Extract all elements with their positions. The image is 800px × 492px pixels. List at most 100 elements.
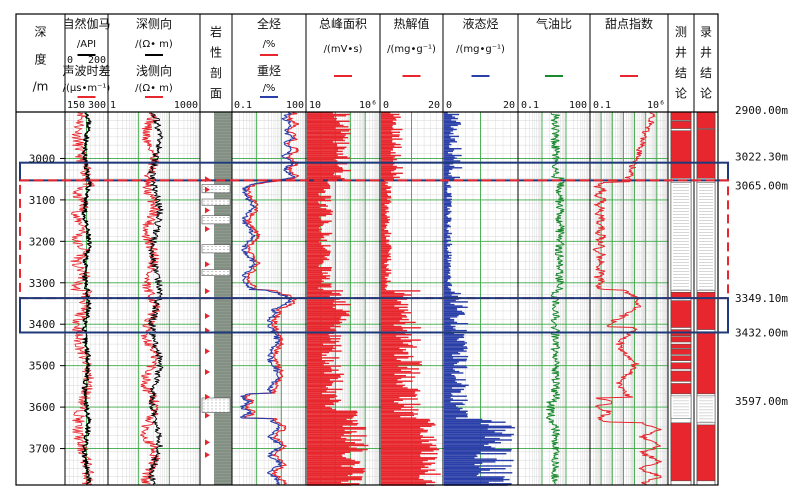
depth-tick-label: 3100 <box>29 194 56 207</box>
bar-total-peak-area <box>307 148 345 150</box>
bar-total-peak-area <box>307 174 334 176</box>
bar-total-peak-area <box>307 198 326 200</box>
bar-pyrolysis <box>381 206 389 209</box>
bar-liquid-hydrocarbon <box>444 365 467 367</box>
bar-total-peak-area <box>307 424 357 426</box>
bar-liquid-hydrocarbon <box>444 305 463 307</box>
bar-pyrolysis <box>381 238 386 240</box>
bar-liquid-hydrocarbon <box>444 414 468 417</box>
bar-total-peak-area <box>307 122 340 124</box>
bar-liquid-hydrocarbon <box>444 138 455 140</box>
bar-total-peak-area <box>307 126 349 128</box>
bar-pyrolysis <box>381 254 390 257</box>
bar-pyrolysis <box>381 365 399 367</box>
bar-liquid-hydrocarbon <box>444 273 449 276</box>
bar-total-peak-area <box>307 271 322 273</box>
bar-total-peak-area <box>307 245 331 247</box>
bar-total-peak-area <box>307 418 347 421</box>
bar-pyrolysis <box>381 390 421 392</box>
bar-total-peak-area <box>307 256 325 258</box>
bar-total-peak-area <box>307 320 340 322</box>
bar-pyrolysis <box>381 150 391 153</box>
bar-liquid-hydrocarbon <box>444 443 489 445</box>
bar-liquid-hydrocarbon <box>444 451 481 453</box>
bar-total-peak-area <box>307 238 321 240</box>
bar-pyrolysis <box>381 381 403 384</box>
bar-pyrolysis <box>381 171 392 173</box>
bar-pyrolysis <box>381 267 387 269</box>
bar-liquid-hydrocarbon <box>444 446 492 448</box>
bar-liquid-hydrocarbon <box>444 385 466 388</box>
depth-tick-label: 3000 <box>29 152 56 165</box>
bar-pyrolysis <box>381 271 386 273</box>
bar-total-peak-area <box>307 398 330 400</box>
bar-liquid-hydrocarbon <box>444 220 451 222</box>
bar-pyrolysis <box>381 209 386 211</box>
bar-pyrolysis <box>381 199 391 202</box>
bar-total-peak-area <box>307 360 334 362</box>
bar-total-peak-area <box>307 394 336 396</box>
bar-pyrolysis <box>381 268 389 270</box>
bar-pyrolysis <box>381 360 401 362</box>
bar-pyrolysis <box>381 157 394 159</box>
bar-total-peak-area <box>307 212 331 214</box>
bar-pyrolysis <box>381 461 423 463</box>
bar-pyrolysis <box>381 375 406 377</box>
gr-max-2: 300 <box>88 100 106 111</box>
bar-liquid-hydrocarbon <box>444 428 488 430</box>
bar-liquid-hydrocarbon <box>444 112 448 114</box>
bar-total-peak-area <box>307 305 336 307</box>
bar-pyrolysis <box>381 339 421 341</box>
bar-total-peak-area <box>307 276 327 278</box>
bar-total-peak-area <box>307 280 324 282</box>
bar-liquid-hydrocarbon <box>444 116 456 118</box>
bar-liquid-hydrocarbon <box>444 336 465 339</box>
bar-liquid-hydrocarbon <box>444 318 455 321</box>
bar-pyrolysis <box>381 221 390 224</box>
bar-liquid-hydrocarbon <box>444 152 448 154</box>
bar-pyrolysis <box>381 115 394 117</box>
bar-liquid-hydrocarbon <box>444 349 464 351</box>
conclusion-oil-layer <box>670 343 692 349</box>
bar-liquid-hydrocarbon <box>444 314 459 317</box>
bar-total-peak-area <box>307 425 343 427</box>
bar-liquid-hydrocarbon <box>444 143 452 146</box>
bar-liquid-hydrocarbon <box>444 172 451 174</box>
gor-max: 100 <box>569 100 587 111</box>
bar-liquid-hydrocarbon <box>444 241 449 243</box>
bar-liquid-hydrocarbon <box>444 169 450 172</box>
lithology-sand-bed <box>201 244 231 254</box>
bar-total-peak-area <box>307 346 334 348</box>
bar-liquid-hydrocarbon <box>444 466 480 468</box>
bar-pyrolysis <box>381 403 421 406</box>
bar-liquid-hydrocarbon <box>444 476 505 478</box>
bar-pyrolysis <box>381 190 391 192</box>
bar-total-peak-area <box>307 324 335 326</box>
bar-total-peak-area <box>307 223 325 225</box>
bar-pyrolysis <box>381 272 392 274</box>
bar-total-peak-area <box>307 213 333 215</box>
bar-liquid-hydrocarbon <box>444 232 452 235</box>
bar-pyrolysis <box>381 480 433 482</box>
bar-total-peak-area <box>307 334 329 336</box>
bar-total-peak-area <box>307 169 351 172</box>
bar-pyrolysis <box>381 258 392 261</box>
bar-pyrolysis <box>381 462 436 464</box>
bar-liquid-hydrocarbon <box>444 425 512 427</box>
bar-total-peak-area <box>307 361 325 363</box>
bar-liquid-hydrocarbon <box>444 377 456 380</box>
bar-liquid-hydrocarbon <box>444 215 447 217</box>
conclusion-dry-layer <box>670 395 692 419</box>
bar-total-peak-area <box>307 439 362 441</box>
bar-liquid-hydrocarbon <box>444 234 448 236</box>
bar-pyrolysis <box>381 405 404 407</box>
bar-liquid-hydrocarbon <box>444 306 468 308</box>
bar-total-peak-area <box>307 461 361 463</box>
bar-liquid-hydrocarbon <box>444 262 451 265</box>
bar-pyrolysis <box>381 442 422 444</box>
gor-name: 气油比 <box>536 16 572 31</box>
bar-pyrolysis <box>381 247 392 250</box>
bar-liquid-hydrocarbon <box>444 444 485 447</box>
bar-pyrolysis <box>381 141 392 143</box>
